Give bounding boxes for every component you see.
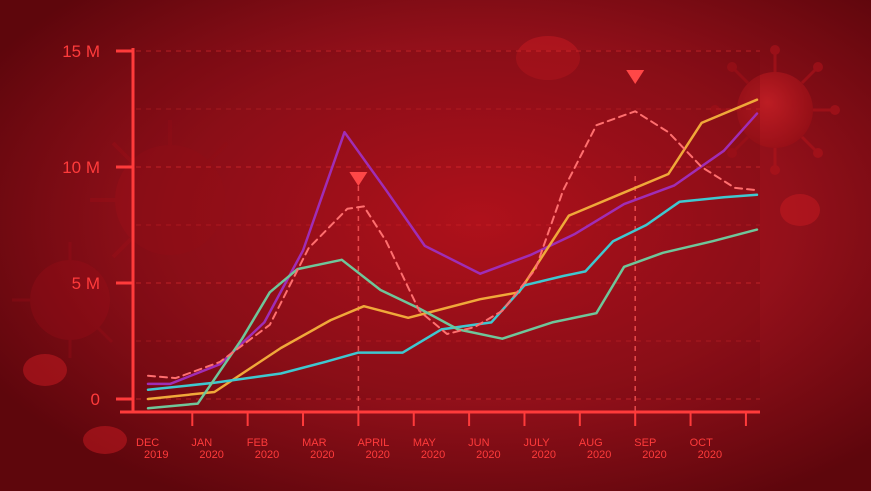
blob-shape: [516, 36, 580, 80]
x-tick-year: 2020: [365, 449, 389, 461]
virus-icon: [12, 242, 114, 358]
peak-arrow-icon: [349, 172, 368, 186]
series-line: [146, 228, 759, 410]
x-tick-month: MAR: [302, 437, 327, 449]
x-tick-year: 2020: [532, 449, 556, 461]
x-tick-month: OCT: [690, 437, 714, 449]
x-tick-year: 2020: [642, 449, 666, 461]
x-tick-month: AUG: [579, 437, 603, 449]
x-tick-year: 2020: [587, 449, 611, 461]
series-lines: [146, 98, 759, 410]
y-tick-label: 0: [91, 390, 100, 409]
y-tick-label: 5 M: [72, 274, 100, 293]
series-line: [146, 98, 759, 401]
x-tick-month: SEP: [634, 437, 656, 449]
plot-area: [133, 50, 760, 400]
x-tick-year: 2020: [255, 449, 279, 461]
x-tick-year: 2020: [476, 449, 500, 461]
x-tick-year: 2020: [421, 449, 445, 461]
x-tick-month: JUN: [468, 437, 489, 449]
virus-icon: [90, 120, 229, 259]
x-tick-year: 2020: [698, 449, 722, 461]
peak-markers: [349, 70, 645, 412]
x-tick-year: 2019: [144, 449, 168, 461]
x-tick-month: MAY: [413, 437, 437, 449]
x-tick-month: APRIL: [357, 437, 389, 449]
x-tick-month: JAN: [191, 437, 212, 449]
x-axis-ticks: DEC2019JAN2020FEB2020MAR2020APRIL2020MAY…: [136, 412, 747, 461]
x-tick-year: 2020: [310, 449, 334, 461]
x-tick-month: DEC: [136, 437, 159, 449]
x-tick-month: JULY: [524, 437, 551, 449]
virus-icon: [710, 45, 840, 175]
blob-shape: [83, 426, 127, 454]
virus-decoration: [12, 36, 840, 454]
y-tick-label: 15 M: [62, 42, 100, 61]
series-line: [147, 110, 758, 380]
x-tick-month: FEB: [247, 437, 268, 449]
axes: [120, 48, 760, 414]
blob-shape: [23, 354, 67, 386]
peak-arrow-icon: [626, 70, 645, 84]
x-tick-year: 2020: [199, 449, 223, 461]
y-tick-label: 10 M: [62, 158, 100, 177]
y-axis-ticks: 0 5 M 10 M 15 M: [62, 42, 133, 409]
blob-shape: [780, 194, 820, 226]
